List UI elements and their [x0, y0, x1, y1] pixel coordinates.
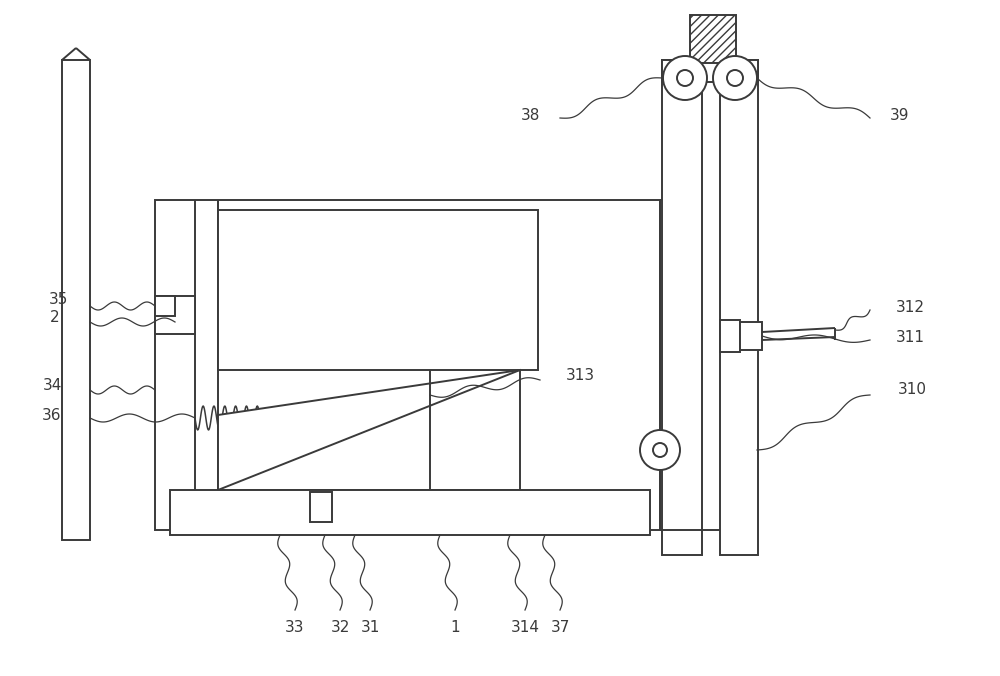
Text: 311: 311	[896, 329, 924, 345]
Text: 36: 36	[42, 408, 62, 422]
Bar	[170, 490, 650, 535]
Text: 313: 313	[565, 368, 595, 383]
Bar	[62, 60, 90, 540]
Text: 1: 1	[450, 621, 460, 635]
Circle shape	[677, 70, 693, 86]
Text: 38: 38	[520, 107, 540, 122]
Bar	[690, 15, 736, 63]
Text: 2: 2	[50, 310, 60, 326]
Text: 37: 37	[550, 621, 570, 635]
Polygon shape	[218, 370, 520, 490]
Text: 33: 33	[285, 621, 305, 635]
Circle shape	[640, 430, 680, 470]
Text: 32: 32	[330, 621, 350, 635]
Circle shape	[727, 70, 743, 86]
Text: 39: 39	[890, 107, 910, 122]
Text: 310: 310	[898, 383, 926, 397]
Bar	[155, 296, 195, 334]
Text: 312: 312	[896, 299, 924, 314]
Text: 314: 314	[511, 621, 540, 635]
Text: 34: 34	[42, 377, 62, 393]
Bar	[155, 296, 175, 316]
Bar	[218, 210, 538, 370]
Text: 35: 35	[48, 293, 68, 308]
Circle shape	[713, 56, 757, 100]
Bar	[720, 60, 758, 555]
Bar	[662, 60, 758, 82]
Bar	[740, 322, 762, 350]
Circle shape	[653, 443, 667, 457]
Bar	[720, 320, 740, 352]
Bar	[155, 200, 660, 530]
Circle shape	[663, 56, 707, 100]
Bar	[310, 492, 332, 522]
Bar	[662, 60, 702, 555]
Text: 31: 31	[360, 621, 380, 635]
